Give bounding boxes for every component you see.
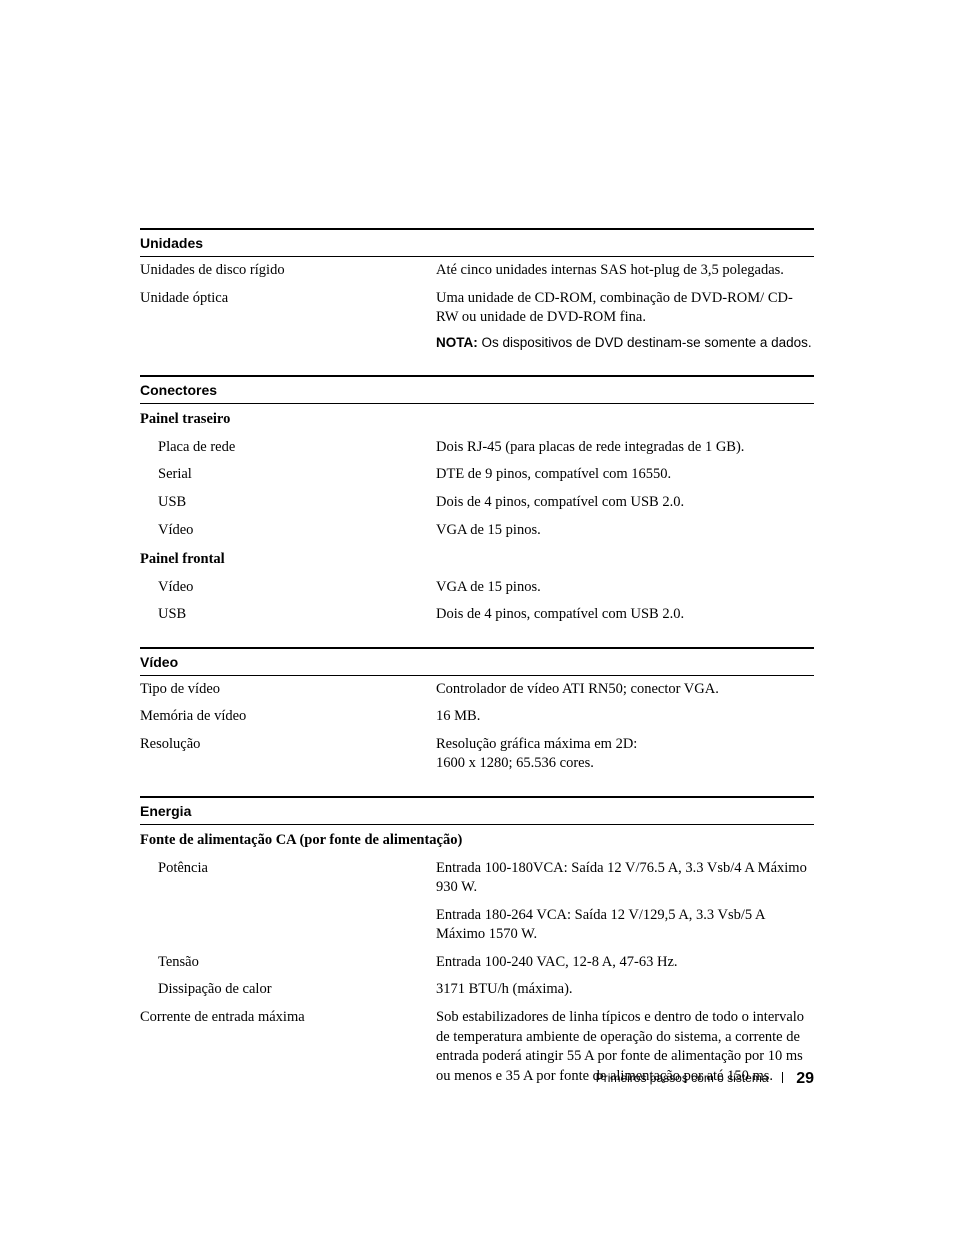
section-header-energia: Energia xyxy=(140,796,814,825)
spec-value: Entrada 100-180VCA: Saída 12 V/76.5 A, 3… xyxy=(436,855,814,902)
spec-value: Resolução gráfica máxima em 2D: 1600 x 1… xyxy=(436,731,814,778)
subheader-text: Painel frontal xyxy=(140,544,814,574)
spec-label: Potência xyxy=(140,855,436,902)
table-unidades: Unidades de disco rígido Até cinco unida… xyxy=(140,257,814,357)
table-row: Dissipação de calor 3171 BTU/h (máxima). xyxy=(140,976,814,1004)
spec-value: Uma unidade de CD-ROM, combinação de DVD… xyxy=(436,285,814,358)
table-row: Entrada 180-264 VCA: Saída 12 V/129,5 A,… xyxy=(140,902,814,949)
spec-label xyxy=(140,902,436,949)
page-number: 29 xyxy=(796,1070,814,1087)
spec-value: VGA de 15 pinos. xyxy=(436,517,814,545)
section-header-unidades: Unidades xyxy=(140,228,814,257)
spec-label: USB xyxy=(140,489,436,517)
spec-value: Dois de 4 pinos, compatível com USB 2.0. xyxy=(436,601,814,629)
spec-label: USB xyxy=(140,601,436,629)
spec-value: Entrada 100-240 VAC, 12-8 A, 47-63 Hz. xyxy=(436,949,814,977)
section-header-conectores: Conectores xyxy=(140,375,814,404)
spec-value: VGA de 15 pinos. xyxy=(436,574,814,602)
table-video: Tipo de vídeo Controlador de vídeo ATI R… xyxy=(140,676,814,778)
table-row: Unidades de disco rígido Até cinco unida… xyxy=(140,257,814,285)
section-header-video: Vídeo xyxy=(140,647,814,676)
table-row: USB Dois de 4 pinos, compatível com USB … xyxy=(140,601,814,629)
spec-label: Unidades de disco rígido xyxy=(140,257,436,285)
table-row: Serial DTE de 9 pinos, compatível com 16… xyxy=(140,461,814,489)
table-row: Resolução Resolução gráfica máxima em 2D… xyxy=(140,731,814,778)
spec-value: 16 MB. xyxy=(436,703,814,731)
table-subheader: Painel traseiro xyxy=(140,404,814,434)
note-text: Os dispositivos de DVD destinam-se somen… xyxy=(478,335,812,350)
subheader-text: Fonte de alimentação CA (por fonte de al… xyxy=(140,825,814,855)
spec-value: Controlador de vídeo ATI RN50; conector … xyxy=(436,676,814,704)
subheader-text: Painel traseiro xyxy=(140,404,814,434)
table-row: Potência Entrada 100-180VCA: Saída 12 V/… xyxy=(140,855,814,902)
spec-value: 3171 BTU/h (máxima). xyxy=(436,976,814,1004)
table-energia: Fonte de alimentação CA (por fonte de al… xyxy=(140,825,814,1090)
spec-label: Serial xyxy=(140,461,436,489)
table-row: Tipo de vídeo Controlador de vídeo ATI R… xyxy=(140,676,814,704)
spec-value: Dois de 4 pinos, compatível com USB 2.0. xyxy=(436,489,814,517)
footer-divider xyxy=(782,1072,783,1083)
table-row: Memória de vídeo 16 MB. xyxy=(140,703,814,731)
table-row: Placa de rede Dois RJ-45 (para placas de… xyxy=(140,434,814,462)
spec-note: NOTA: Os dispositivos de DVD destinam-se… xyxy=(436,334,814,354)
page-content: Unidades Unidades de disco rígido Até ci… xyxy=(140,228,814,1090)
spec-value: Entrada 180-264 VCA: Saída 12 V/129,5 A,… xyxy=(436,902,814,949)
spec-label: Vídeo xyxy=(140,517,436,545)
spec-label: Dissipação de calor xyxy=(140,976,436,1004)
spec-label: Memória de vídeo xyxy=(140,703,436,731)
table-subheader: Painel frontal xyxy=(140,544,814,574)
note-prefix: NOTA: xyxy=(436,335,478,350)
spec-label: Tensão xyxy=(140,949,436,977)
spec-label: Tipo de vídeo xyxy=(140,676,436,704)
spec-label: Unidade óptica xyxy=(140,285,436,358)
spec-value-text: Uma unidade de CD-ROM, combinação de DVD… xyxy=(436,290,793,326)
table-row: Unidade óptica Uma unidade de CD-ROM, co… xyxy=(140,285,814,358)
spec-label: Vídeo xyxy=(140,574,436,602)
spec-label: Placa de rede xyxy=(140,434,436,462)
footer-title: Primeiros passos com o sistema xyxy=(596,1071,769,1085)
table-row: Tensão Entrada 100-240 VAC, 12-8 A, 47-6… xyxy=(140,949,814,977)
spec-value: Dois RJ-45 (para placas de rede integrad… xyxy=(436,434,814,462)
spec-value: DTE de 9 pinos, compatível com 16550. xyxy=(436,461,814,489)
table-row: Vídeo VGA de 15 pinos. xyxy=(140,574,814,602)
table-subheader: Fonte de alimentação CA (por fonte de al… xyxy=(140,825,814,855)
spec-value: Até cinco unidades internas SAS hot-plug… xyxy=(436,257,814,285)
table-conectores: Painel traseiro Placa de rede Dois RJ-45… xyxy=(140,404,814,629)
page-footer: Primeiros passos com o sistema 29 xyxy=(140,1070,814,1088)
table-row: USB Dois de 4 pinos, compatível com USB … xyxy=(140,489,814,517)
table-row: Vídeo VGA de 15 pinos. xyxy=(140,517,814,545)
spec-label: Resolução xyxy=(140,731,436,778)
